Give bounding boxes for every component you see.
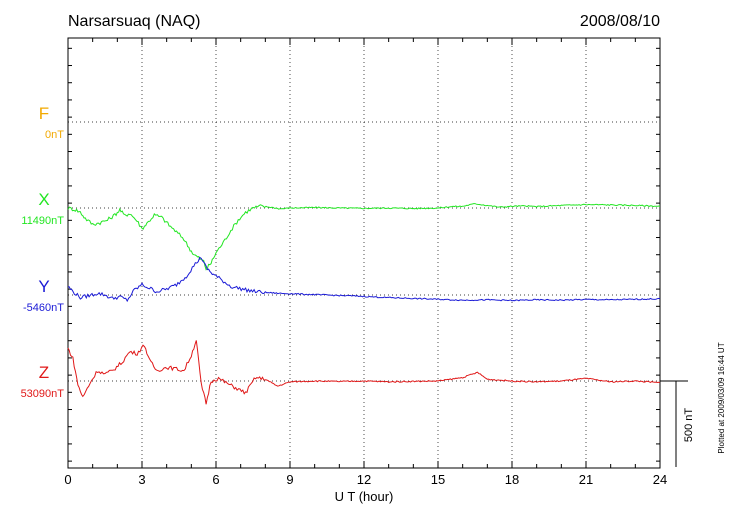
x-tick-label-18: 18 bbox=[505, 472, 519, 487]
x-tick-label-15: 15 bbox=[431, 472, 445, 487]
series-f-name: F bbox=[39, 104, 49, 123]
series-f-baseline: 0nT bbox=[45, 129, 64, 141]
x-tick-label-0: 0 bbox=[64, 472, 71, 487]
x-tick-labels: 0 3 6 9 12 15 18 21 24 bbox=[64, 472, 667, 487]
scale-bar-label: 500 nT bbox=[683, 408, 695, 443]
plotted-note: Plotted at 2009/03/09 16:44 UT bbox=[717, 342, 726, 453]
x-tick-label-9: 9 bbox=[286, 472, 293, 487]
x-tick-label-6: 6 bbox=[212, 472, 219, 487]
series-x-line bbox=[67, 203, 661, 271]
x-tick-label-12: 12 bbox=[357, 472, 371, 487]
x-axis-label: U T (hour) bbox=[335, 489, 394, 504]
axis-ticks bbox=[67, 38, 661, 468]
grid bbox=[68, 38, 660, 468]
x-tick-label-21: 21 bbox=[579, 472, 593, 487]
station-title: Narsarsuaq (NAQ) bbox=[68, 13, 200, 30]
series-x-name: X bbox=[38, 190, 49, 209]
date-label: 2008/08/10 bbox=[580, 13, 660, 30]
series-z-baseline: 53090nT bbox=[21, 388, 65, 400]
series-y-line bbox=[67, 256, 661, 303]
series-labels: F 0nT X 11490nT Y -5460nT Z 53090nT bbox=[21, 104, 65, 400]
series-y-baseline: -5460nT bbox=[23, 302, 64, 314]
x-tick-label-3: 3 bbox=[138, 472, 145, 487]
series-y-name: Y bbox=[38, 277, 49, 296]
series-x-baseline: 11490nT bbox=[21, 215, 64, 227]
series-z-line bbox=[67, 340, 661, 405]
series-z-name: Z bbox=[39, 363, 49, 382]
series-group bbox=[67, 203, 661, 405]
scale-bar: 500 nT bbox=[660, 380, 695, 467]
x-tick-label-24: 24 bbox=[653, 472, 667, 487]
